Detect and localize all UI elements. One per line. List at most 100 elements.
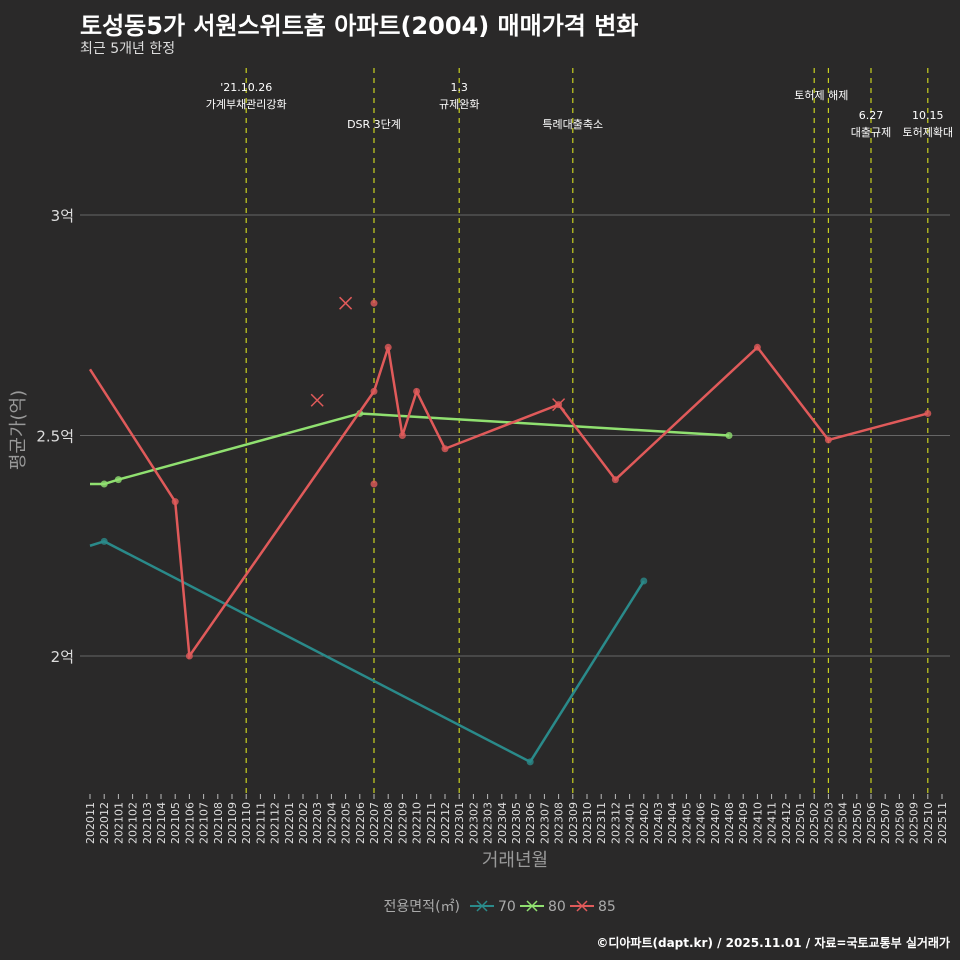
- trade-point: [370, 480, 378, 488]
- event-label: 토허제 해제: [794, 88, 848, 102]
- y-tick-label: 3억: [51, 207, 74, 225]
- trade-point: [370, 299, 378, 307]
- legend-label-70: 70: [498, 899, 516, 915]
- legend-title: 전용면적(㎡): [384, 899, 460, 915]
- data-point-80: [100, 480, 108, 488]
- y-tick-label: 2.5억: [36, 428, 74, 446]
- x-tick-label: 202105: [169, 802, 182, 844]
- x-tick-label: 202309: [567, 802, 580, 844]
- event-label: 가계부채관리강화: [206, 98, 287, 111]
- data-point-80: [114, 476, 122, 484]
- x-tick-label: 202508: [893, 802, 906, 844]
- x-tick-label: 202012: [98, 802, 111, 844]
- chart-title: 토성동5가 서원스위트홈 아파트(2004) 매매가격 변화: [80, 12, 639, 40]
- event-label: 특례대출축소: [542, 118, 603, 131]
- y-axis-title: 평균가(억): [8, 390, 29, 470]
- series-line-80: [90, 412, 730, 486]
- legend-label-85: 85: [598, 899, 616, 915]
- x-tick-label: 202212: [439, 802, 452, 844]
- event-label: 6.27: [859, 109, 884, 122]
- x-tick-label: 202106: [183, 802, 196, 844]
- event-label: 대출규제: [851, 126, 891, 139]
- x-tick-label: 202412: [780, 802, 793, 844]
- x-tick-label: 202211: [425, 802, 438, 844]
- x-tick-label: 202201: [283, 802, 296, 844]
- x-tick-label: 202506: [865, 802, 878, 844]
- x-tick-label: 202503: [822, 802, 835, 844]
- x-tick-label: 202509: [908, 802, 921, 844]
- x-tick-label: 202312: [609, 802, 622, 844]
- data-point-85: [384, 343, 392, 351]
- event-label: 토허제확대: [902, 126, 953, 139]
- legend-x-icon: [576, 900, 588, 912]
- trade-x-marker: [310, 393, 324, 407]
- x-axis-title: 거래년월: [482, 850, 548, 871]
- x-tick-label: 202408: [723, 802, 736, 844]
- data-point-85: [171, 498, 179, 506]
- x-tick-label: 202407: [709, 802, 722, 844]
- x-tick-label: 202111: [254, 802, 267, 844]
- x-tick-label: 202203: [311, 802, 324, 844]
- x-tick-label: 202103: [141, 802, 154, 844]
- x-tick-label: 202101: [112, 802, 125, 844]
- x-tick-label: 202406: [695, 802, 708, 844]
- x-tick-label: 202507: [879, 802, 892, 844]
- trade-x-marker: [552, 398, 566, 412]
- x-tick-label: 202107: [198, 802, 211, 844]
- x-tick-label: 202405: [680, 802, 693, 844]
- x-tick-label: 202208: [382, 802, 395, 844]
- y-tick-label: 2억: [51, 648, 74, 666]
- data-point-85: [370, 387, 378, 395]
- x-tick-label: 202404: [666, 802, 679, 844]
- x-tick-label: 202308: [553, 802, 566, 844]
- x-tick-label: 202102: [127, 802, 140, 844]
- x-tick-label: 202305: [510, 802, 523, 844]
- data-point-70: [526, 758, 534, 766]
- x-tick-label: 202109: [226, 802, 239, 844]
- x-tick-label: 202303: [482, 802, 495, 844]
- footer-credit: ©디아파트(dapt.kr) / 2025.11.01 / 자료=국토교통부 실…: [596, 936, 950, 950]
- legend-label-80: 80: [548, 899, 566, 915]
- x-tick-label: 202311: [595, 802, 608, 844]
- x-tick-label: 202307: [538, 802, 551, 844]
- x-tick-label: 202401: [624, 802, 637, 844]
- data-point-85: [413, 387, 421, 395]
- data-point-70: [640, 577, 648, 585]
- data-point-85: [185, 652, 193, 660]
- data-point-85: [398, 432, 406, 439]
- series-line-70: [89, 539, 645, 764]
- x-tick-label: 202112: [269, 802, 282, 844]
- x-tick-label: 202210: [411, 802, 424, 844]
- data-point-85: [753, 343, 761, 351]
- trade-x-marker: [339, 296, 353, 310]
- x-tick-label: 202501: [794, 802, 807, 844]
- data-point-85: [824, 436, 832, 444]
- data-point-70: [100, 537, 108, 545]
- event-label: 규제완화: [439, 98, 479, 111]
- data-point-85: [441, 445, 449, 453]
- series-line-85: [88, 345, 929, 660]
- x-tick-label: 202104: [155, 802, 168, 844]
- x-tick-label: 202409: [737, 802, 750, 844]
- x-tick-label: 202511: [936, 802, 949, 844]
- x-tick-label: 202204: [325, 802, 338, 844]
- legend-x-icon: [526, 900, 538, 912]
- x-tick-label: 202411: [766, 802, 779, 844]
- data-point-85: [924, 409, 932, 417]
- x-tick-label: 202207: [368, 802, 381, 844]
- x-tick-label: 202510: [922, 802, 935, 844]
- x-tick-label: 202302: [467, 802, 480, 844]
- data-point-85: [611, 476, 619, 484]
- x-tick-label: 202505: [851, 802, 864, 844]
- x-tick-label: 202402: [638, 802, 651, 844]
- x-tick-label: 202011: [84, 802, 97, 844]
- x-tick-label: 202301: [453, 802, 466, 844]
- event-label: DSR 3단계: [347, 118, 401, 131]
- x-tick-label: 202504: [837, 802, 850, 844]
- x-tick-label: 202304: [496, 802, 509, 844]
- x-tick-label: 202108: [212, 802, 225, 844]
- x-tick-label: 202209: [396, 802, 409, 844]
- x-tick-label: 202403: [652, 802, 665, 844]
- x-tick-label: 202202: [297, 802, 310, 844]
